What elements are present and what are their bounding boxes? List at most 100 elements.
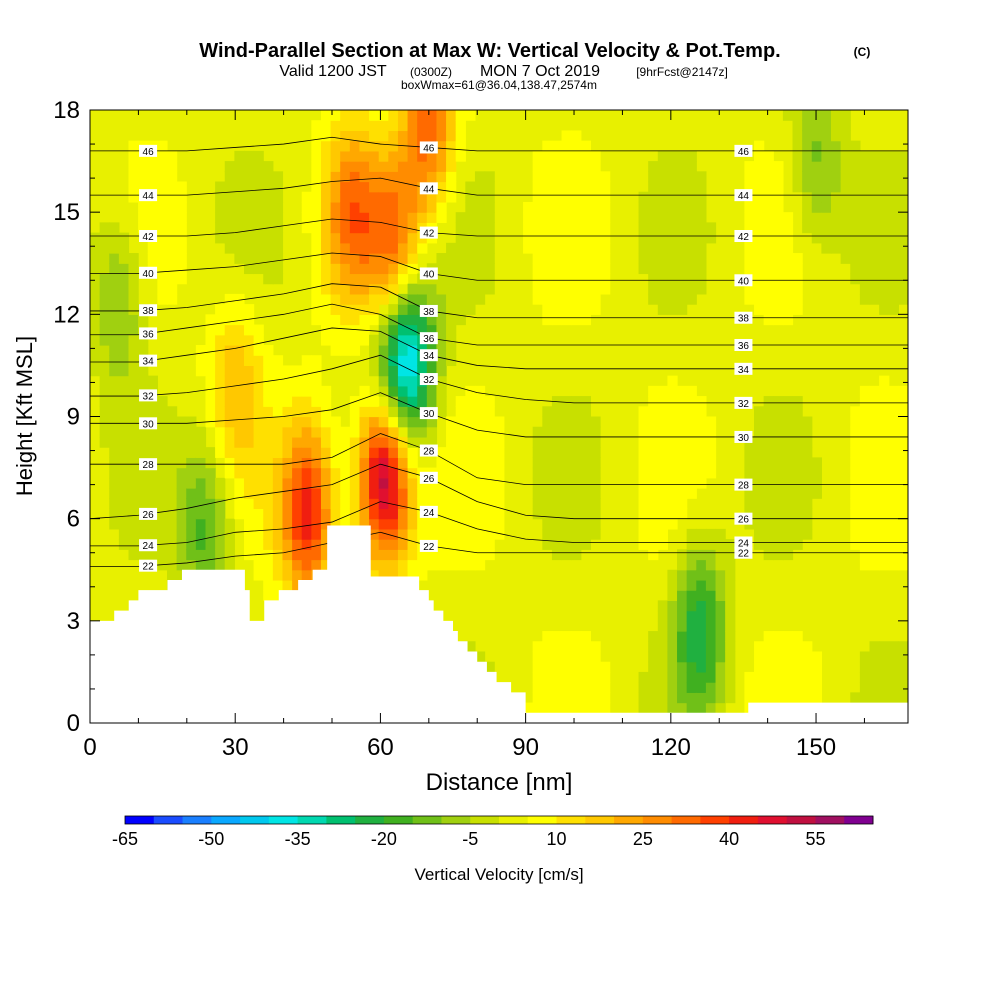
field-cell — [417, 569, 428, 581]
subtitle-utc: (0300Z) — [410, 65, 452, 79]
field-cell — [157, 528, 168, 540]
field-cell — [561, 692, 572, 704]
field-cell — [677, 692, 688, 704]
field-cell — [850, 212, 861, 223]
contour-label-34: 34 — [738, 365, 750, 376]
field-cell — [840, 181, 851, 193]
field-cell — [417, 518, 428, 530]
field-cell — [580, 682, 592, 693]
field-cell — [397, 293, 409, 305]
field-cell — [118, 324, 130, 336]
field-cell — [301, 416, 312, 428]
field-cell — [320, 201, 332, 213]
field-cell — [436, 385, 447, 397]
field-cell — [677, 263, 688, 275]
field-cell — [234, 365, 245, 377]
field-cell — [311, 477, 322, 489]
field-cell — [542, 671, 553, 683]
field-cell — [657, 661, 669, 673]
field-cell — [446, 324, 457, 336]
field-cell — [888, 273, 899, 285]
field-cell — [571, 426, 582, 438]
field-cell — [147, 171, 158, 183]
field-cell — [551, 651, 563, 663]
field-cell — [359, 253, 370, 264]
field-cell — [561, 682, 572, 693]
field-cell — [677, 273, 688, 285]
field-cell — [859, 283, 871, 295]
field-cell — [879, 263, 890, 275]
field-cell — [340, 140, 351, 152]
field-cell — [657, 191, 669, 203]
field-cell — [397, 508, 409, 520]
field-cell — [773, 191, 784, 203]
field-cell — [561, 171, 572, 183]
field-cell — [754, 253, 765, 264]
field-cell — [542, 518, 553, 530]
field-cell — [282, 467, 293, 479]
field-cell — [446, 273, 457, 285]
field-cell — [590, 488, 601, 499]
field-cell — [138, 549, 149, 561]
field-cell — [638, 201, 649, 213]
field-cell — [782, 263, 794, 275]
field-cell — [532, 651, 543, 663]
field-cell — [320, 293, 332, 305]
field-cell — [397, 477, 409, 489]
field-cell — [272, 396, 284, 407]
field-cell — [523, 201, 534, 213]
field-cell — [378, 273, 389, 285]
field-cell — [215, 334, 226, 346]
field-cell — [397, 181, 409, 193]
field-cell — [340, 181, 351, 193]
field-cell — [869, 181, 880, 193]
field-cell — [869, 682, 880, 693]
field-cell — [696, 283, 707, 295]
field-cell — [455, 314, 466, 326]
field-cell — [869, 396, 880, 407]
field-cell — [397, 191, 409, 203]
field-cell — [301, 528, 312, 540]
field-cell — [898, 181, 908, 193]
field-cell — [677, 396, 688, 407]
field-cell — [349, 447, 361, 458]
field-cell — [157, 222, 168, 234]
field-cell — [898, 242, 908, 254]
field-cell — [272, 569, 284, 581]
field-cell — [436, 161, 447, 172]
field-cell — [561, 539, 572, 550]
field-cell — [243, 150, 255, 162]
field-cell — [580, 314, 592, 326]
field-cell — [657, 528, 669, 540]
field-cell — [272, 365, 284, 377]
field-cell — [301, 365, 312, 377]
field-cell — [667, 661, 678, 673]
field-cell — [551, 201, 563, 213]
field-cell — [811, 232, 822, 244]
field-cell — [234, 324, 245, 336]
field-cell — [561, 253, 572, 264]
field-cell — [561, 161, 572, 172]
field-cell — [561, 631, 572, 642]
field-cell — [677, 191, 688, 203]
field-cell — [436, 549, 447, 561]
field-cell — [590, 498, 601, 510]
field-cell — [484, 528, 495, 540]
field-cell — [455, 549, 466, 561]
field-cell — [561, 661, 572, 673]
field-cell — [551, 528, 563, 540]
field-cell — [898, 273, 908, 285]
field-cell — [340, 150, 351, 162]
field-cell — [811, 477, 822, 489]
field-cell — [571, 477, 582, 489]
field-cell — [859, 457, 871, 469]
field-cell — [282, 426, 293, 438]
field-cell — [128, 498, 139, 510]
field-cell — [166, 559, 178, 571]
field-cell — [686, 385, 697, 397]
field-cell — [272, 273, 284, 285]
field-cell — [744, 222, 755, 234]
field-cell — [176, 528, 187, 540]
field-cell — [802, 447, 813, 458]
field-cell — [754, 508, 765, 520]
